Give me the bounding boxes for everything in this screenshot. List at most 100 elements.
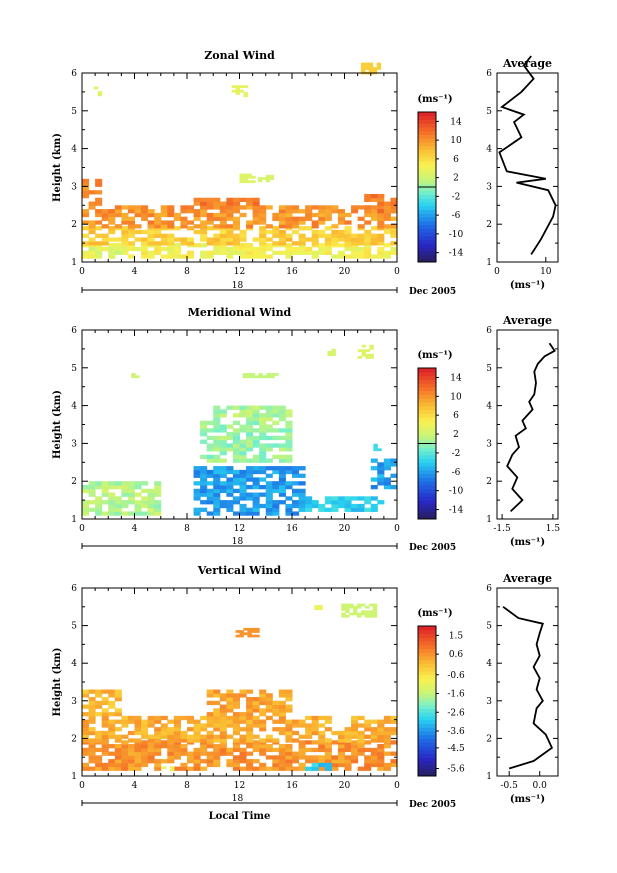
heatmap-cell xyxy=(141,747,149,753)
colorbar-tick-label: -10 xyxy=(449,230,464,240)
heatmap-cell xyxy=(324,496,332,501)
heatmap-cell xyxy=(364,212,372,218)
heatmap-cell xyxy=(298,226,306,231)
colorbar-segment xyxy=(418,228,436,233)
heatmap-cell xyxy=(147,233,155,238)
heatmap-cell xyxy=(173,226,181,231)
heatmap-cell xyxy=(376,67,382,70)
heatmap-cell xyxy=(147,212,155,218)
heatmap-cell xyxy=(213,715,221,721)
y-axis-label: Height (km) xyxy=(52,390,63,459)
heatmap-cell xyxy=(193,224,201,229)
colorbar-segment xyxy=(418,704,436,709)
heatmap-cell xyxy=(167,246,175,252)
heatmap-cell xyxy=(206,250,214,255)
average-y-tick-label: 6 xyxy=(486,69,492,79)
heatmap-cell xyxy=(360,610,366,614)
heatmap-cell xyxy=(246,759,254,764)
heatmap-cell xyxy=(351,740,359,745)
heatmap-cell xyxy=(239,458,247,463)
heatmap-cell xyxy=(173,212,181,218)
heatmap-cell xyxy=(95,209,103,214)
heatmap-cell xyxy=(246,473,254,478)
heatmap-cell xyxy=(213,241,221,246)
colorbar-segment xyxy=(418,731,436,736)
heatmap-cell xyxy=(285,762,293,768)
colorbar-segment xyxy=(418,153,436,158)
heatmap-cell xyxy=(318,762,326,768)
heatmap-cell xyxy=(141,511,149,516)
heatmap-cell xyxy=(252,477,260,482)
heatmap-cell xyxy=(337,738,345,743)
heatmap-cell xyxy=(292,723,300,728)
heatmap-cell xyxy=(246,416,254,422)
heatmap-cell xyxy=(173,730,181,736)
heatmap-cell xyxy=(154,246,162,252)
heatmap-cell xyxy=(226,435,234,441)
heatmap-cell xyxy=(167,220,175,225)
heatmap-cell xyxy=(239,503,247,509)
heatmap-cell xyxy=(272,466,280,471)
average-x-tick-label: 0.0 xyxy=(533,781,548,791)
heatmap-cell xyxy=(259,443,267,448)
heatmap-cell xyxy=(219,216,227,221)
heatmap-cell xyxy=(154,229,162,235)
heatmap-cell xyxy=(337,759,345,764)
heatmap-cell xyxy=(232,715,240,721)
heatmap-cell xyxy=(305,730,313,736)
heatmap-cell xyxy=(311,237,319,242)
heatmap-cell xyxy=(173,715,181,721)
heatmap-cell xyxy=(226,719,234,724)
heatmap-cell xyxy=(337,216,345,221)
heatmap-cell xyxy=(305,727,313,732)
heatmap-cell xyxy=(121,205,129,210)
heatmap-cell xyxy=(246,689,254,694)
heatmap-cell xyxy=(235,85,240,89)
heatmap-cell xyxy=(341,612,346,616)
average-y-tick-label: 3 xyxy=(486,182,492,192)
heatmap-cell xyxy=(239,496,247,501)
heatmap-cell xyxy=(108,492,116,497)
heatmap-cell xyxy=(246,715,254,721)
heatmap-cell xyxy=(246,373,252,376)
heatmap-cell xyxy=(206,762,214,768)
heatmap-cell xyxy=(193,747,201,753)
heatmap-cell xyxy=(252,481,260,486)
heatmap-cell xyxy=(272,500,280,505)
heatmap-cell xyxy=(200,233,208,238)
heatmap-cell xyxy=(318,216,326,221)
heatmap-cell xyxy=(298,740,306,745)
heatmap-cell xyxy=(344,254,352,259)
heatmap-cell xyxy=(200,766,208,771)
heatmap-cell xyxy=(160,246,168,252)
heatmap-cell xyxy=(121,503,129,509)
heatmap-cell xyxy=(369,344,374,348)
y-axis-label: Height (km) xyxy=(52,133,63,202)
heatmap-cell xyxy=(82,484,90,490)
heatmap-cell xyxy=(206,488,214,494)
heatmap-cell xyxy=(187,209,195,214)
heatmap-cell xyxy=(187,237,195,242)
heatmap-cell xyxy=(357,254,365,259)
average-y-tick-label: 1 xyxy=(486,772,492,782)
heatmap-cell xyxy=(232,704,240,709)
heatmap-cell xyxy=(272,405,280,410)
heatmap-cell xyxy=(226,254,234,259)
heatmap-cell xyxy=(108,704,116,709)
heatmap-cell xyxy=(259,454,267,460)
heatmap-cell xyxy=(369,353,374,357)
heatmap-cell xyxy=(265,174,271,178)
heatmap-cell xyxy=(364,229,372,235)
heatmap-cell xyxy=(324,237,332,242)
heatmap-cell xyxy=(232,458,240,463)
heatmap-cell xyxy=(213,447,221,452)
heatmap-cell xyxy=(383,212,391,218)
heatmap-cell xyxy=(324,744,332,749)
heatmap-cell xyxy=(318,755,326,760)
heatmap-cell xyxy=(252,413,260,418)
heatmap-cell xyxy=(258,375,263,379)
colorbar-segment xyxy=(418,641,436,646)
heatmap-cell xyxy=(259,220,267,225)
heatmap-cell xyxy=(135,375,140,379)
heatmap-cell xyxy=(88,689,96,694)
